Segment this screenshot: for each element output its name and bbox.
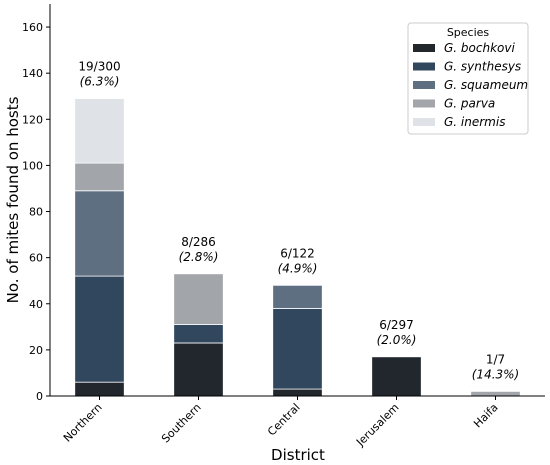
- bar-segment: [173, 273, 224, 325]
- bar-segment: [173, 342, 224, 397]
- legend-swatch: [413, 99, 435, 108]
- bar-count-label: 1/7: [486, 352, 505, 366]
- bar-percent-label: (2.8%): [179, 250, 219, 264]
- x-tick-label: Southern: [159, 401, 204, 446]
- legend-label: G. squameum: [444, 78, 528, 92]
- y-tick-label: 0: [36, 390, 43, 403]
- legend-label: G. parva: [444, 97, 495, 111]
- x-tick-label: Central: [265, 401, 303, 439]
- bar-percent-label: (6.3%): [80, 75, 120, 89]
- bar-count-label: 19/300: [78, 60, 120, 74]
- y-tick-label: 160: [22, 21, 43, 34]
- x-tick-label: Haifa: [471, 401, 500, 430]
- y-tick-label: 40: [29, 298, 43, 311]
- x-tick-label: Jerusalem: [353, 401, 401, 449]
- bar-segment: [74, 381, 125, 397]
- x-axis-title: District: [271, 446, 325, 464]
- legend-label: G. inermis: [444, 115, 505, 129]
- y-tick-label: 80: [29, 206, 43, 219]
- bar-percent-label: (2.0%): [377, 333, 417, 347]
- bar-count-label: 8/286: [181, 235, 216, 249]
- bar-segment: [74, 190, 125, 277]
- bar-segment: [470, 390, 521, 397]
- bar-percent-label: (14.3%): [472, 367, 519, 381]
- bar-segment: [173, 324, 224, 344]
- bars-layer: [74, 98, 521, 397]
- bar-segment: [74, 275, 125, 383]
- x-tick-label: Northern: [61, 401, 105, 445]
- bar-count-label: 6/122: [280, 246, 315, 260]
- bar-percent-label: (4.9%): [278, 261, 318, 275]
- legend-swatch: [413, 44, 435, 52]
- bar-count-label: 6/297: [379, 318, 414, 332]
- bar-segment: [74, 98, 125, 164]
- legend-swatch: [413, 81, 435, 89]
- legend-label: G. bochkovi: [444, 41, 515, 55]
- y-axis-title: No. of mites found on hosts: [4, 96, 22, 303]
- bar-segment: [272, 388, 323, 397]
- bar-segment: [74, 162, 125, 192]
- legend-title: Species: [447, 26, 490, 39]
- legend-swatch: [413, 62, 435, 71]
- legend-swatch: [413, 118, 435, 126]
- legend-frame: [407, 22, 529, 135]
- legend-label: G. synthesys: [444, 60, 521, 74]
- annotations-layer: 19/300(6.3%)8/286(2.8%) 6/122(4.9%)6/297(…: [78, 60, 519, 382]
- y-tick-label: 140: [22, 67, 43, 80]
- bar-segment: [272, 284, 323, 309]
- y-tick-label: 120: [22, 113, 43, 126]
- y-tick-label: 20: [29, 344, 43, 357]
- y-tick-label: 100: [22, 159, 43, 172]
- y-tick-label: 60: [29, 252, 43, 265]
- bar-segment: [371, 356, 422, 397]
- bar-segment: [272, 307, 323, 390]
- legend: Species G. bochkovi G. synthesys G. squameu…: [407, 22, 529, 135]
